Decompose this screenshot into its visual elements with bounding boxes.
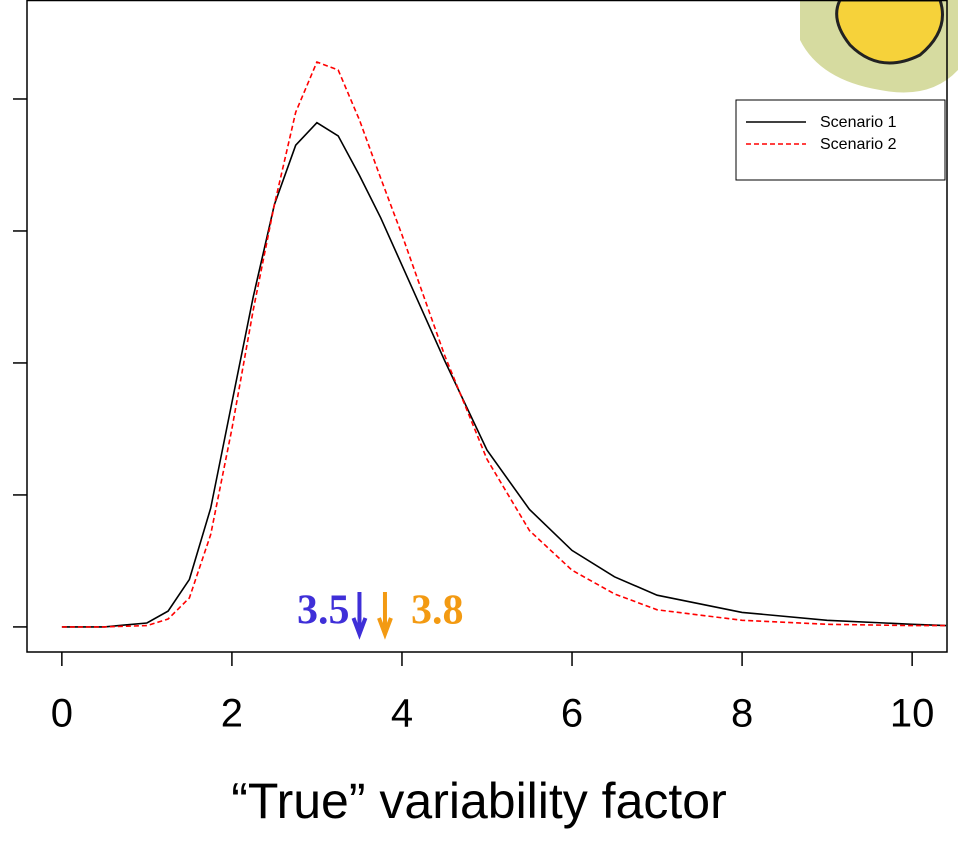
series-line (61, 60, 947, 628)
x-tick-label: 6 (561, 692, 583, 736)
x-tick-label: 2 (221, 692, 243, 736)
annotation-label: 3.8 (411, 588, 464, 634)
annotation-arrow (351, 592, 368, 640)
annotation-label: 3.5 (297, 588, 350, 634)
x-tick-label: 8 (731, 692, 753, 736)
legend: Scenario 1 Scenario 2 (735, 99, 946, 181)
annotation-arrow (377, 592, 393, 640)
x-axis-title: “True” variability factor (231, 773, 726, 829)
x-tick-label: 4 (391, 692, 413, 736)
cartoon-decoration (800, 0, 958, 93)
x-tick-label: 10 (890, 692, 935, 736)
legend-label: Scenario 2 (820, 136, 897, 153)
x-tick-label: 0 (51, 692, 73, 736)
legend-label: Scenario 1 (820, 114, 897, 131)
plot-frame (26, 0, 948, 653)
series-line (61, 121, 947, 628)
